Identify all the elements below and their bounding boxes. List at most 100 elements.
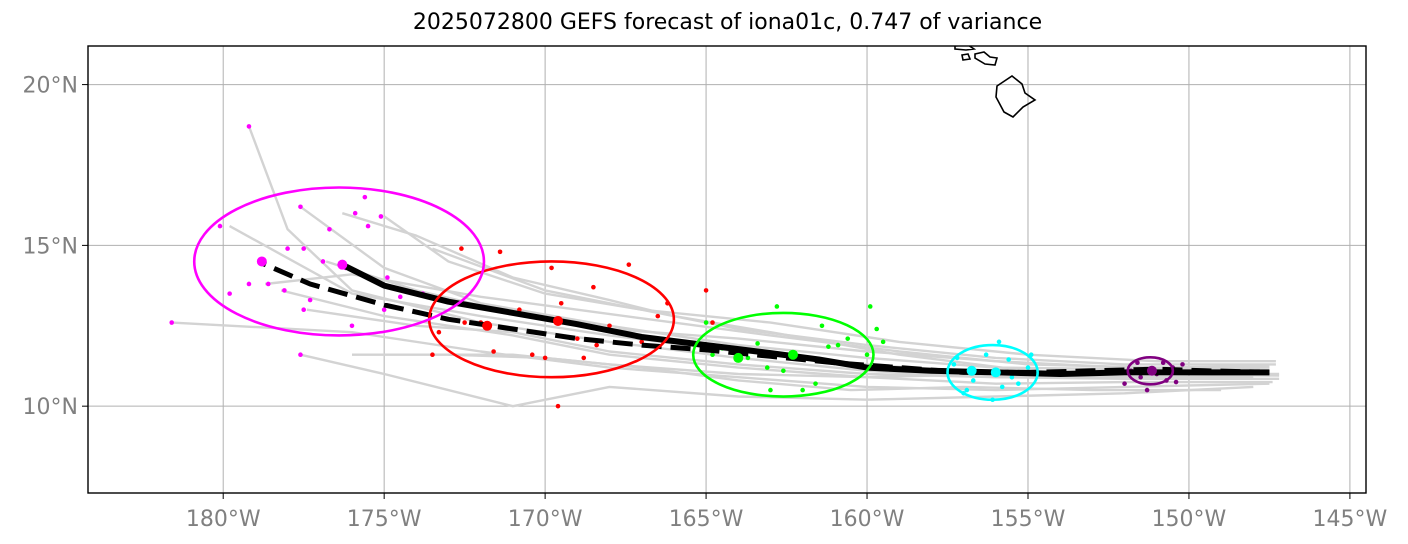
uncertainty-ellipse [946, 343, 1039, 402]
mean-position-marker [787, 349, 798, 360]
x-tick-label: 175°W [347, 507, 422, 532]
ensemble-point [594, 342, 599, 348]
ensemble-point [826, 344, 831, 349]
ensemble-point [880, 339, 886, 345]
chart-title: 2025072800 GEFS forecast of iona01c, 0.7… [412, 10, 1043, 35]
ensemble-point [462, 320, 467, 325]
ensemble-point [227, 291, 232, 296]
ensemble-positions [169, 124, 1185, 409]
ensemble-point [265, 281, 271, 287]
ensemble-point [327, 227, 332, 232]
ensemble-point [581, 355, 587, 361]
ensemble-track-line [299, 205, 1270, 371]
ensemble-point [951, 362, 957, 367]
ensemble-point [745, 355, 751, 361]
ensemble-point [774, 304, 780, 309]
ensemble-point [983, 352, 989, 358]
y-tick-label: 15°N [23, 234, 78, 259]
ensemble-point [1025, 365, 1031, 370]
ensemble-track-line [171, 321, 1270, 392]
ensemble-point [285, 246, 290, 251]
ensemble-point [301, 246, 306, 251]
ensemble-point [542, 355, 548, 361]
ensemble-point [378, 214, 384, 219]
ensemble-point [591, 284, 596, 290]
ensemble-point [703, 320, 709, 325]
ensemble-point [964, 387, 970, 393]
island-maui [974, 51, 999, 66]
island-oahu [954, 46, 977, 51]
ensemble-point [1173, 379, 1179, 385]
ensemble-track-line [306, 308, 1254, 379]
ensemble-point [1138, 374, 1143, 380]
ensemble-track-line [280, 289, 1273, 385]
ensemble-point [764, 365, 770, 370]
ensemble-point [864, 352, 870, 358]
ensemble-point [307, 297, 313, 303]
ensemble-point [246, 124, 252, 129]
mean-tracks [260, 260, 1270, 377]
ensemble-point [436, 329, 442, 335]
ensemble-point [835, 342, 841, 348]
ensemble-point [970, 378, 976, 383]
ensemble-point [459, 246, 464, 251]
uncertainty-ellipse [1126, 355, 1175, 386]
mean-position-marker [966, 365, 977, 376]
x-tick-label: 160°W [830, 507, 905, 532]
ensemble-point [575, 336, 580, 341]
ensemble-point [298, 204, 303, 210]
uncertainty-ellipses [192, 186, 1175, 402]
ensemble-point [246, 281, 252, 287]
ensemble-point [529, 352, 535, 358]
ensemble-point [1009, 374, 1015, 380]
mean-position-marker [733, 352, 744, 363]
ensemble-point [169, 320, 174, 325]
ensemble-point [819, 323, 825, 329]
mean-position-marker [256, 256, 267, 267]
ensemble-point [1122, 381, 1127, 386]
mean-position-marker [482, 320, 493, 331]
ensemble-point [813, 381, 818, 386]
ensemble-point [703, 288, 709, 293]
ensemble-point [491, 349, 496, 354]
ensemble-point [607, 323, 612, 329]
ensemble-point [626, 262, 632, 267]
mean-position-marker [337, 259, 348, 270]
ensemble-point [845, 336, 851, 341]
ensemble-point [996, 339, 1002, 345]
uncertainty-ellipse [691, 311, 875, 398]
ensemble-point [352, 210, 358, 216]
ensemble-point [497, 249, 503, 255]
ensemble-point [320, 259, 326, 264]
x-tick-label: 150°W [1152, 507, 1227, 532]
ensemble-track-line [300, 353, 1254, 408]
hawaii-coastline [954, 46, 1037, 118]
x-tick-label: 145°W [1313, 507, 1388, 532]
ensemble-track-line [325, 260, 1260, 371]
ensemble-point [349, 323, 355, 329]
plot-frame [87, 45, 1367, 494]
ensemble-point [867, 304, 873, 309]
gridlines [88, 46, 1366, 493]
island-big [995, 75, 1037, 118]
ensemble-point [549, 265, 554, 271]
ensemble-point [362, 194, 368, 200]
ensemble-point [1006, 357, 1011, 362]
ensemble-point [781, 368, 786, 374]
uncertainty-ellipse [192, 186, 486, 337]
ensemble-point [397, 294, 403, 300]
x-tick-label: 155°W [991, 507, 1066, 532]
solid-mean-track [340, 262, 1270, 377]
ensemble-point [558, 300, 564, 306]
mean-position-marker [1146, 365, 1157, 376]
ensemble-point [999, 384, 1005, 390]
mean-position-marker [990, 367, 1001, 378]
y-tick-label: 20°N [23, 74, 78, 99]
ensemble-point [217, 223, 223, 229]
ensemble-point [430, 352, 435, 358]
x-tick-label: 170°W [508, 507, 583, 532]
ensemble-point [768, 387, 773, 393]
ensemble-point [1144, 387, 1150, 393]
mean-position-marker [552, 315, 563, 326]
